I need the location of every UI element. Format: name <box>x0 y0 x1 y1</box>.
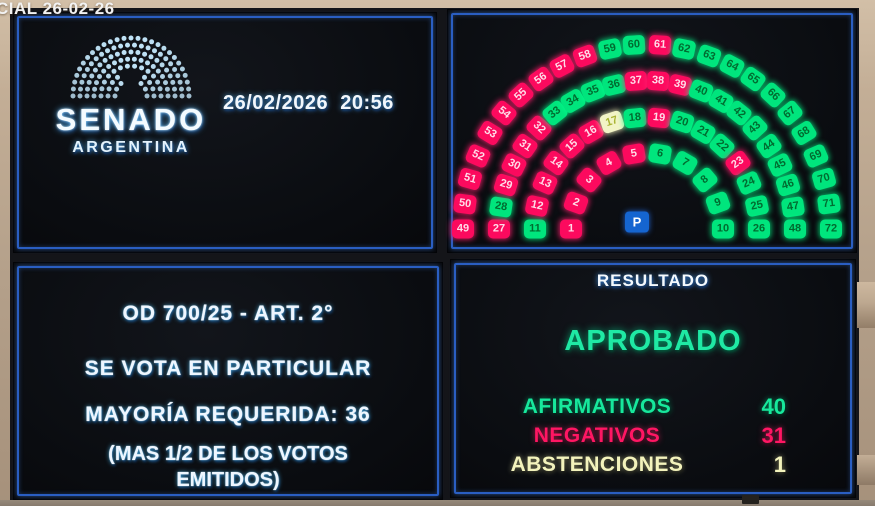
required-majority-label: MAYORÍA REQUERIDA: 36 <box>85 403 371 426</box>
seat-5-negative: 5 <box>621 142 647 166</box>
seat-47-affirmative: 47 <box>781 195 806 218</box>
seat-12-negative: 12 <box>524 194 551 218</box>
seat-19-negative: 19 <box>646 107 671 129</box>
seat-57-negative: 57 <box>548 52 577 80</box>
broadcast-session-label: CIAL 26-02-26 <box>0 0 115 18</box>
majority-note-label: (MAS 1/2 DE LOS VOTOS EMITIDOS) <box>108 443 348 491</box>
seat-72-affirmative: 72 <box>820 219 842 239</box>
verdict-label: APROBADO <box>564 325 742 357</box>
seat-11-affirmative: 11 <box>524 219 546 239</box>
seat-52-negative: 52 <box>464 142 493 169</box>
seat-28-affirmative: 28 <box>488 195 513 218</box>
vote-mode-label: SE VOTA EN PARTICULAR <box>84 357 372 380</box>
logo-subtitle: ARGENTINA <box>72 139 190 156</box>
seat-26-affirmative: 26 <box>748 219 770 239</box>
seat-51-negative: 51 <box>456 167 483 192</box>
result-panel: RESULTADO APROBADO AFIRMATIVOS 40 NEGATI… <box>450 259 856 498</box>
order-of-day-label: OD 700/25 - ART. 2° <box>122 302 334 325</box>
seat-37-negative: 37 <box>624 71 648 92</box>
seat-27-negative: 27 <box>488 219 510 239</box>
vote-info-panel: OD 700/25 - ART. 2° SE VOTA EN PARTICULA… <box>13 262 443 500</box>
seat-24-affirmative: 24 <box>735 170 764 197</box>
abstention-count: 1 <box>773 452 786 477</box>
hemicycle-seat-map: 1 2 3 4 5 6 7 8 9 10 11 12 13 14 15 16 17 18 19 20 21 22 23 24 2… <box>447 9 857 253</box>
negative-count: 31 <box>761 423 786 448</box>
seat-46-affirmative: 46 <box>775 173 802 198</box>
seat-63-affirmative: 63 <box>695 42 723 69</box>
president-seat-button: P <box>625 211 649 233</box>
floor-strip <box>0 500 875 506</box>
affirmative-label: AFIRMATIVOS <box>522 395 672 418</box>
seat-48-affirmative: 48 <box>784 219 806 239</box>
seat-map-panel: 1 2 3 4 5 6 7 8 9 10 11 12 13 14 15 16 17 18 19 20 21 22 23 24 2… <box>447 9 857 253</box>
seat-71-affirmative: 71 <box>817 193 842 215</box>
datetime-display: 26/02/2026 20:56 <box>223 92 394 114</box>
result-row-abstention: ABSTENCIONES 1 <box>450 452 856 479</box>
seat-2-negative: 2 <box>561 190 590 216</box>
seat-69-affirmative: 69 <box>801 142 830 169</box>
affirmative-count: 40 <box>761 394 786 419</box>
seat-4-negative: 4 <box>594 149 624 177</box>
seat-59-affirmative: 59 <box>596 37 623 61</box>
seat-53-negative: 53 <box>475 119 505 148</box>
seat-8-affirmative: 8 <box>690 165 720 195</box>
seat-3-negative: 3 <box>574 165 604 195</box>
seat-68-affirmative: 68 <box>789 119 819 148</box>
seat-29-negative: 29 <box>492 173 519 198</box>
seat-36-affirmative: 36 <box>601 72 627 97</box>
seat-9-affirmative: 9 <box>704 190 732 216</box>
seat-58-negative: 58 <box>571 42 599 69</box>
mount-bracket <box>742 495 759 504</box>
seat-10-affirmative: 10 <box>712 219 734 239</box>
seat-62-affirmative: 62 <box>671 37 698 61</box>
senado-logo: SENADO ARGENTINA <box>49 34 213 157</box>
result-row-affirmative: AFIRMATIVOS 40 <box>450 394 856 421</box>
wall-molding <box>857 455 875 485</box>
seat-7-affirmative: 7 <box>670 149 700 177</box>
seat-38-negative: 38 <box>646 71 670 92</box>
clock-panel: SENADO ARGENTINA 26/02/2026 20:56 <box>13 12 437 253</box>
seat-60-affirmative: 60 <box>622 35 647 56</box>
senado-dome-icon <box>70 35 192 99</box>
result-row-negative: NEGATIVOS 31 <box>450 423 856 450</box>
seat-25-affirmative: 25 <box>743 194 770 218</box>
logo-title: SENADO <box>55 102 207 137</box>
result-title: RESULTADO <box>596 271 710 290</box>
negative-label: NEGATIVOS <box>533 424 661 447</box>
seat-61-negative: 61 <box>647 35 672 56</box>
seat-18-affirmative: 18 <box>623 107 648 129</box>
abstention-label: ABSTENCIONES <box>510 453 684 476</box>
seat-1-negative: 1 <box>560 219 582 239</box>
seat-6-affirmative: 6 <box>647 142 673 166</box>
seat-17-abstention: 17 <box>598 110 626 135</box>
seat-70-affirmative: 70 <box>811 167 838 192</box>
seat-50-negative: 50 <box>452 193 477 215</box>
seat-49-negative: 49 <box>452 219 474 239</box>
wall-molding <box>857 282 875 328</box>
